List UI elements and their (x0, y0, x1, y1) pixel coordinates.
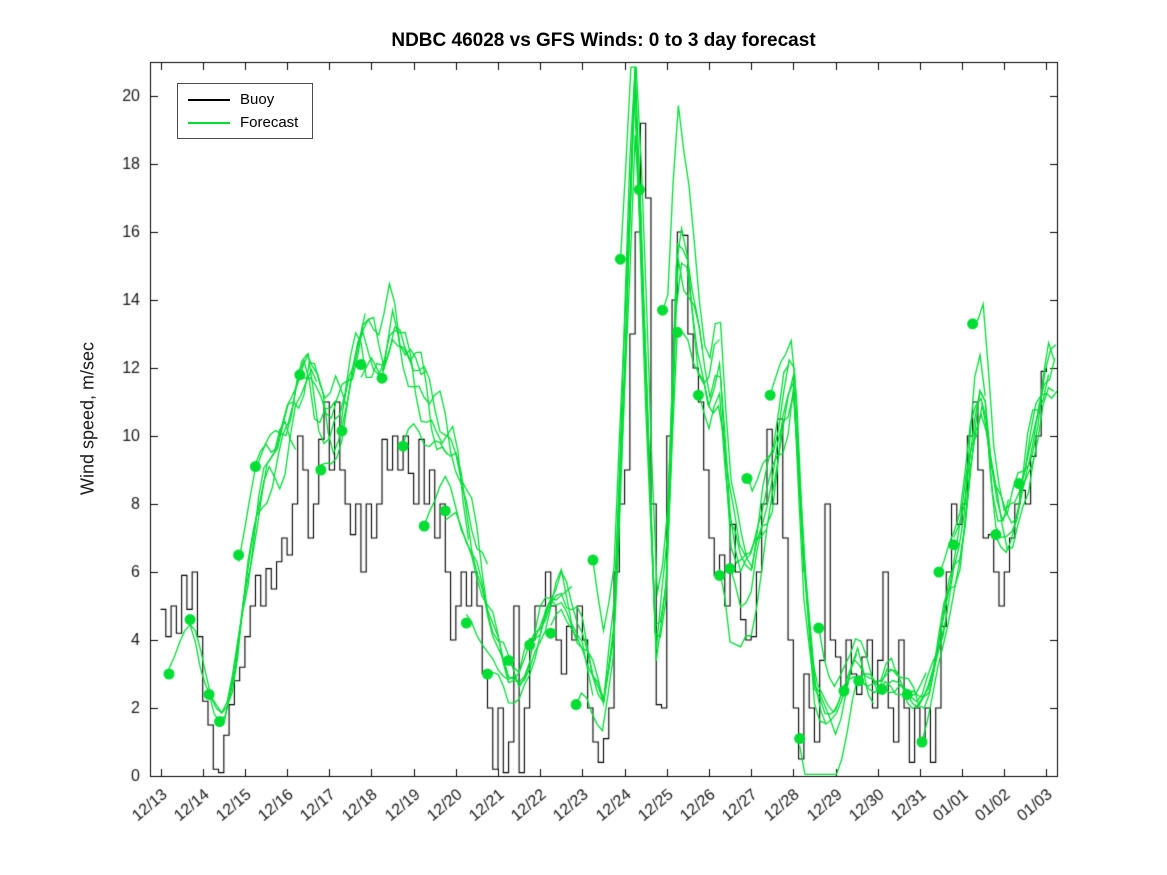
legend-label-forecast: Forecast (240, 114, 299, 131)
chart-title: NDBC 46028 vs GFS Winds: 0 to 3 day fore… (391, 30, 816, 51)
y-axis-label: Wind speed, m/sec (77, 341, 98, 496)
legend-label-buoy: Buoy (240, 91, 275, 108)
legend-entry-forecast: Forecast (188, 114, 298, 131)
buoy-line-swatch (188, 98, 230, 101)
legend-entry-buoy: Buoy (188, 91, 298, 108)
forecast-line-swatch (188, 121, 230, 124)
legend-box: Buoy Forecast (177, 83, 314, 139)
